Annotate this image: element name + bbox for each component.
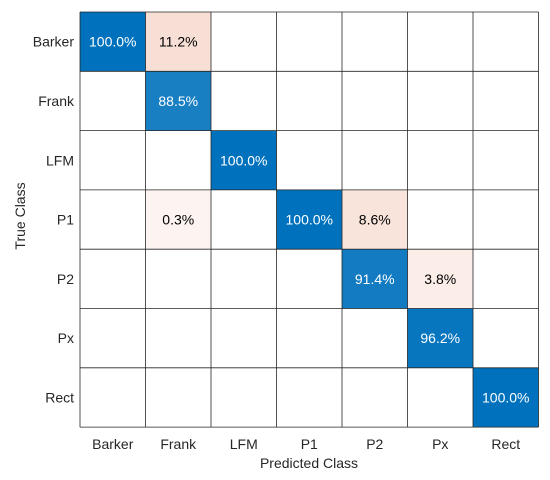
cell-LFM-P1 [276, 130, 342, 190]
y-tick-label: Frank [38, 93, 75, 109]
y-axis-label: True Class [12, 182, 28, 249]
matrix-grid [79, 11, 539, 428]
cell-P2-Barker [80, 249, 146, 309]
cell-P1-P1 [276, 189, 342, 250]
cell-Barker-P1 [276, 12, 342, 72]
cell-value-label: 100.0% [89, 34, 136, 50]
cell-P2-Px [407, 249, 473, 309]
cell-Rect-LFM [211, 367, 277, 428]
cell-Px-Px [407, 308, 473, 368]
y-tick-label: Barker [33, 34, 75, 50]
y-tick-label: P1 [57, 212, 74, 228]
x-tick-label: Px [432, 436, 448, 452]
cell-Rect-Rect [473, 367, 539, 428]
cell-Frank-LFM [211, 71, 277, 131]
cell-Barker-P2 [342, 12, 408, 72]
y-tick-label: P2 [57, 271, 74, 287]
cell-Rect-P2 [342, 367, 408, 428]
cell-Barker-Rect [473, 12, 539, 72]
cell-Px-P1 [276, 308, 342, 368]
cell-Frank-P1 [276, 71, 342, 131]
y-tick-label: LFM [46, 152, 74, 168]
cell-value-label: 88.5% [158, 93, 198, 109]
cell-P1-Rect [473, 189, 539, 250]
cell-Px-LFM [211, 308, 277, 368]
cell-value-label: 91.4% [355, 271, 395, 287]
x-tick-label: Frank [160, 436, 197, 452]
cell-P2-P1 [276, 249, 342, 309]
y-tick-label: Px [58, 330, 74, 346]
cell-value-label: 100.0% [482, 389, 529, 405]
cell-Barker-Barker [80, 12, 146, 72]
cell-Rect-P1 [276, 367, 342, 428]
x-axis-label: Predicted Class [260, 455, 358, 471]
cell-Rect-Barker [80, 367, 146, 428]
cell-LFM-Frank [145, 130, 211, 190]
cell-P1-Barker [80, 189, 146, 250]
cell-P2-Rect [473, 249, 539, 309]
cell-Frank-Barker [80, 71, 146, 131]
cell-value-label: 3.8% [424, 271, 456, 287]
matrix-cell-labels: 100.0% 11.2% 88.5% 100.0% 0.3% 100.0% 8.6% 91.4… [89, 34, 529, 406]
cell-P1-Px [407, 189, 473, 250]
cell-Frank-Rect [473, 71, 539, 131]
cell-value-label: 8.6% [359, 212, 391, 228]
cell-Frank-Px [407, 71, 473, 131]
cell-Barker-Px [407, 12, 473, 72]
cell-Px-Barker [80, 308, 146, 368]
cell-value-label: 0.3% [162, 212, 194, 228]
cell-value-label: 100.0% [220, 152, 267, 168]
cell-Px-P2 [342, 308, 408, 368]
cell-P2-P2 [342, 249, 408, 309]
x-tick-label: P1 [301, 436, 318, 452]
cell-Px-Rect [473, 308, 539, 368]
cell-Rect-Px [407, 367, 473, 428]
cell-LFM-LFM [211, 130, 277, 190]
cell-P1-P2 [342, 189, 408, 250]
cell-value-label: 96.2% [420, 330, 460, 346]
x-tick-label: Rect [491, 436, 520, 452]
cell-P1-Frank [145, 189, 211, 250]
cell-Px-Frank [145, 308, 211, 368]
cell-value-label: 100.0% [286, 212, 333, 228]
cell-LFM-P2 [342, 130, 408, 190]
cell-P1-LFM [211, 189, 277, 250]
matrix-cells [80, 12, 539, 428]
cell-Frank-P2 [342, 71, 408, 131]
cell-Barker-Frank [145, 12, 211, 72]
x-tick-label: LFM [230, 436, 258, 452]
cell-P2-Frank [145, 249, 211, 309]
x-tick-label: Barker [92, 436, 134, 452]
cell-value-label: 11.2% [159, 34, 198, 50]
cell-Frank-Frank [145, 71, 211, 131]
cell-LFM-Px [407, 130, 473, 190]
axis-tick-labels: Barker Frank LFM P1 P2 Px Rect Barker Frank LFM P1… [33, 34, 520, 452]
cell-P2-LFM [211, 249, 277, 309]
x-tick-label: P2 [366, 436, 383, 452]
cell-LFM-Rect [473, 130, 539, 190]
cell-Barker-LFM [211, 12, 277, 72]
cell-LFM-Barker [80, 130, 146, 190]
y-tick-label: Rect [45, 389, 74, 405]
cell-Rect-Frank [145, 367, 211, 428]
